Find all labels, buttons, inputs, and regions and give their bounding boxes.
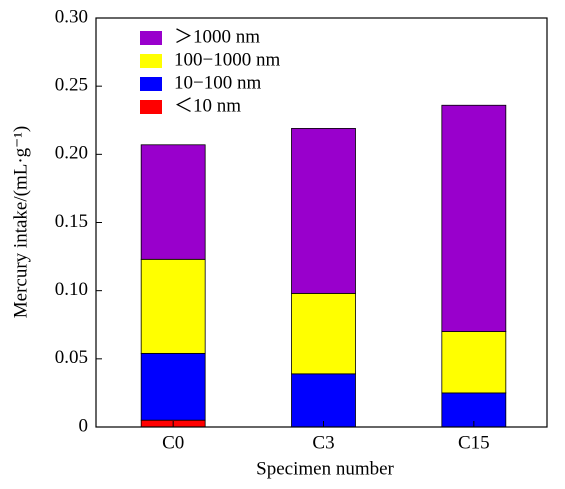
y-axis-label: Mercury intake/(mL·g⁻¹) (10, 126, 31, 318)
bar-segment (441, 331, 507, 394)
y-tick-label: 0.10 (55, 279, 88, 300)
bar-segment (291, 373, 356, 428)
y-tick-label: 0.15 (55, 211, 88, 232)
legend-swatch (140, 54, 162, 68)
bar-segment (291, 292, 356, 375)
x-tick-label: C3 (312, 432, 334, 453)
bar-segment (441, 104, 507, 332)
legend-label: ＞1000 nm (174, 26, 260, 47)
legend-label: 100−1000 nm (174, 49, 280, 70)
bar-segment (140, 144, 206, 260)
y-tick-label: 0.25 (55, 75, 88, 96)
legend-swatch (140, 100, 162, 114)
legend-label: ＜10 nm (174, 95, 241, 116)
y-tick-label: 0.20 (55, 143, 88, 164)
plot-frame (95, 17, 548, 428)
bar-segment (140, 352, 206, 421)
x-tick-label: C0 (162, 432, 184, 453)
y-tick-label: 0.05 (55, 347, 88, 368)
y-tick-label: 0.30 (55, 6, 88, 27)
legend-swatch (140, 31, 162, 45)
legend-label: 10−100 nm (174, 72, 261, 93)
x-tick-label: C15 (458, 432, 490, 453)
y-tick-label: 0 (79, 415, 89, 436)
bar-segment (291, 128, 356, 294)
legend-swatch (140, 77, 162, 91)
x-axis-label: Specimen number (256, 458, 394, 479)
bar-segment (140, 258, 206, 354)
